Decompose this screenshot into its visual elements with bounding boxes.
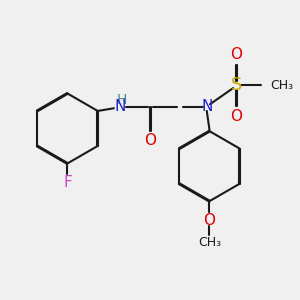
Text: CH₃: CH₃ bbox=[270, 79, 293, 92]
Text: S: S bbox=[231, 76, 242, 94]
Text: O: O bbox=[230, 47, 242, 62]
Text: N: N bbox=[115, 99, 126, 114]
Text: O: O bbox=[203, 213, 215, 228]
Text: O: O bbox=[144, 133, 156, 148]
Text: H: H bbox=[117, 93, 127, 107]
Text: F: F bbox=[63, 175, 72, 190]
Text: O: O bbox=[230, 109, 242, 124]
Text: CH₃: CH₃ bbox=[198, 236, 221, 249]
Text: N: N bbox=[201, 99, 212, 114]
